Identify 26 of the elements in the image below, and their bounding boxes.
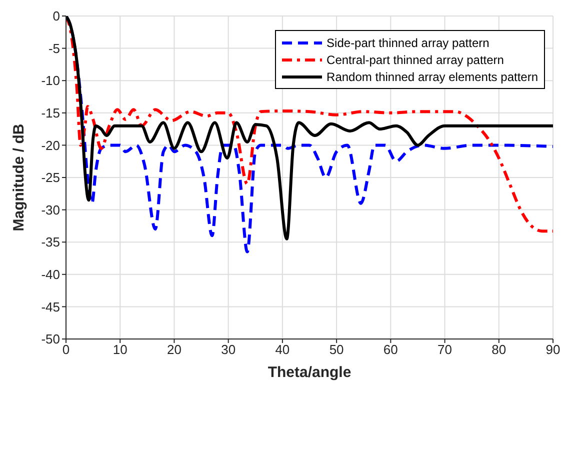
y-tick-label: -5 [48, 40, 60, 56]
x-tick-label: 70 [438, 342, 452, 358]
y-tick-label: -25 [41, 170, 60, 186]
x-tick-label: 40 [275, 342, 290, 358]
y-tick-label: -50 [41, 332, 60, 347]
x-tick-label: 30 [221, 342, 236, 358]
x-tick-label: 60 [383, 342, 398, 358]
y-tick-label: -40 [41, 267, 60, 282]
y-tick-label: -15 [41, 106, 60, 121]
y-tick-label: -10 [41, 73, 60, 88]
x-tick-label: 0 [62, 342, 70, 358]
x-tick-label: 90 [546, 342, 560, 358]
legend-label: Side-part thinned array pattern [326, 36, 490, 50]
y-tick-label: -45 [41, 299, 60, 314]
y-tick-label: -20 [41, 138, 60, 153]
x-tick-label: 10 [112, 342, 128, 358]
x-axis-title: Theta/angle [268, 364, 352, 381]
y-tick-label: -30 [41, 202, 60, 218]
x-tick-label: 20 [166, 342, 182, 358]
x-tick-label: 50 [329, 342, 344, 358]
y-tick-label: -35 [41, 234, 60, 250]
x-tick-label: 80 [492, 342, 506, 358]
legend-label: Random thinned array elements pattern [326, 70, 538, 84]
legend-label: Central-part thinned array pattern [326, 52, 504, 66]
y-tick-label: 0 [52, 8, 60, 24]
y-axis-title: Magnitude / dB [10, 124, 28, 232]
